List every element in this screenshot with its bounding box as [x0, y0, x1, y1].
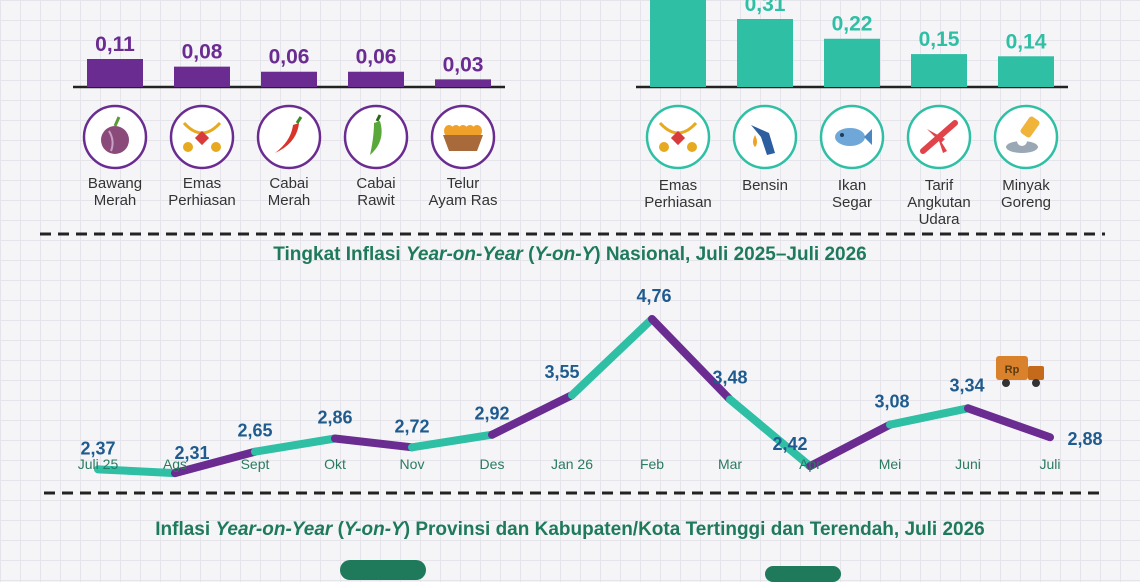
- bar-value-label: 0,11: [95, 33, 135, 56]
- green-chili-icon: [343, 104, 409, 170]
- month-tick-label: Juli 25: [77, 456, 119, 472]
- gold-jewelry-icon: [169, 104, 235, 170]
- line-segment: [568, 314, 656, 400]
- fish-icon: [819, 104, 885, 170]
- bar-value-label: 0,06: [356, 46, 397, 69]
- bar-value-label: 0,31: [745, 0, 786, 16]
- red-chili-icon: [256, 104, 322, 170]
- line-segment: [886, 404, 972, 429]
- bar-right-0: [650, 0, 706, 87]
- bar-category-label: Cabai Merah: [267, 175, 311, 209]
- bar-right-2: [824, 38, 880, 87]
- month-tick-label: Mei: [878, 456, 902, 472]
- month-tick-label: Des: [479, 456, 505, 472]
- provinsi-tab[interactable]: [765, 566, 841, 582]
- data-label: 3,08: [874, 392, 909, 412]
- month-tick-label: Sept: [240, 456, 270, 472]
- line-segment: [251, 434, 339, 456]
- airplane-icon: [906, 104, 972, 170]
- month-tick-label: Ags: [162, 456, 188, 472]
- bar-category-label: Telur Ayam Ras: [428, 175, 498, 209]
- line-chart-title: Tingkat Inflasi Year-on-Year (Y-on-Y) Na…: [273, 244, 867, 265]
- data-label: 2,92: [474, 404, 509, 424]
- bar-left-0: [87, 59, 143, 87]
- data-label: 4,76: [636, 286, 671, 306]
- data-label: 3,34: [949, 375, 984, 395]
- kabupaten-tab[interactable]: [340, 560, 426, 580]
- bar-value-label: 0,06: [269, 46, 310, 69]
- bar-left-3: [348, 71, 404, 87]
- data-label: 2,72: [394, 416, 429, 436]
- line-segment: [726, 395, 814, 471]
- data-label: 3,48: [712, 368, 747, 388]
- month-tick-label: Jan 26: [550, 456, 594, 472]
- line-segment: [806, 420, 894, 471]
- bar-right-4: [998, 56, 1054, 87]
- data-label: 2,65: [237, 421, 272, 441]
- bar-charts: 0,11 0,08 0,06 0,06 0,03 0,31 0,22 0,15 0,14: [40, 0, 1105, 495]
- line-chart: 2,37 2,31 2,65 2,86 2,72 2,92 3,55 4,76 3,48 2,42…: [80, 286, 1103, 478]
- bar-left-4: [435, 79, 491, 87]
- month-tick-label: Nov: [399, 456, 425, 472]
- bar-value-label: 0,03: [443, 53, 484, 76]
- fuel-pump-icon: [732, 104, 798, 170]
- data-label: 2,86: [317, 408, 352, 428]
- line-segment: [171, 447, 259, 478]
- line-segment: [488, 391, 576, 439]
- egg-basket-icon: [430, 104, 496, 170]
- data-label: 2,31: [174, 443, 209, 463]
- bottom-section-title: Inflasi Year-on-Year (Y-on-Y) Provinsi d…: [155, 519, 985, 540]
- bar-category-label: Emas Perhiasan: [644, 177, 712, 211]
- bar-category-label: Ikan Segar: [831, 177, 873, 211]
- bar-category-label: Bensin: [742, 177, 788, 194]
- month-tick-label: Mar: [717, 456, 743, 472]
- bar-category-label: Bawang Merah: [87, 175, 143, 209]
- month-tick-label: Feb: [639, 456, 665, 472]
- bar-left-2: [261, 71, 317, 87]
- onion-icon: [82, 104, 148, 170]
- line-segment: [94, 465, 179, 478]
- line-segment: [648, 314, 734, 404]
- bar-category-label: Cabai Rawit: [356, 175, 396, 209]
- truck-label: Rp: [1005, 364, 1020, 376]
- data-label: 2,42: [772, 434, 807, 454]
- bar-category-label: Minyak Goreng: [1000, 177, 1052, 211]
- bar-right-3: [911, 54, 967, 87]
- line-segment: [964, 404, 1054, 442]
- bar-category-label: Emas Perhiasan: [168, 175, 236, 209]
- bar-value-label: 0,15: [919, 28, 960, 51]
- gold-jewelry-icon: [645, 104, 711, 170]
- month-tick-label: Juni: [955, 456, 981, 472]
- data-label: 2,37: [80, 438, 115, 458]
- data-label: 3,55: [544, 362, 579, 382]
- data-label: 2,88: [1067, 429, 1102, 449]
- bar-value-label: 0,14: [1006, 30, 1047, 53]
- month-tick-label: Apr: [799, 456, 821, 472]
- bar-right-1: [737, 19, 793, 87]
- line-segment: [331, 434, 416, 452]
- bar-left-1: [174, 66, 230, 87]
- bar-category-label: Tarif Angkutan Udara: [907, 177, 971, 228]
- bar-value-label: 0,08: [182, 41, 223, 64]
- cooking-oil-icon: [993, 104, 1059, 170]
- month-tick-label: Okt: [324, 456, 346, 472]
- bar-value-label: 0,22: [832, 13, 873, 36]
- month-tick-label: Juli: [1039, 456, 1061, 472]
- line-segment: [408, 430, 496, 452]
- delivery-truck-icon: Rp: [996, 356, 1044, 387]
